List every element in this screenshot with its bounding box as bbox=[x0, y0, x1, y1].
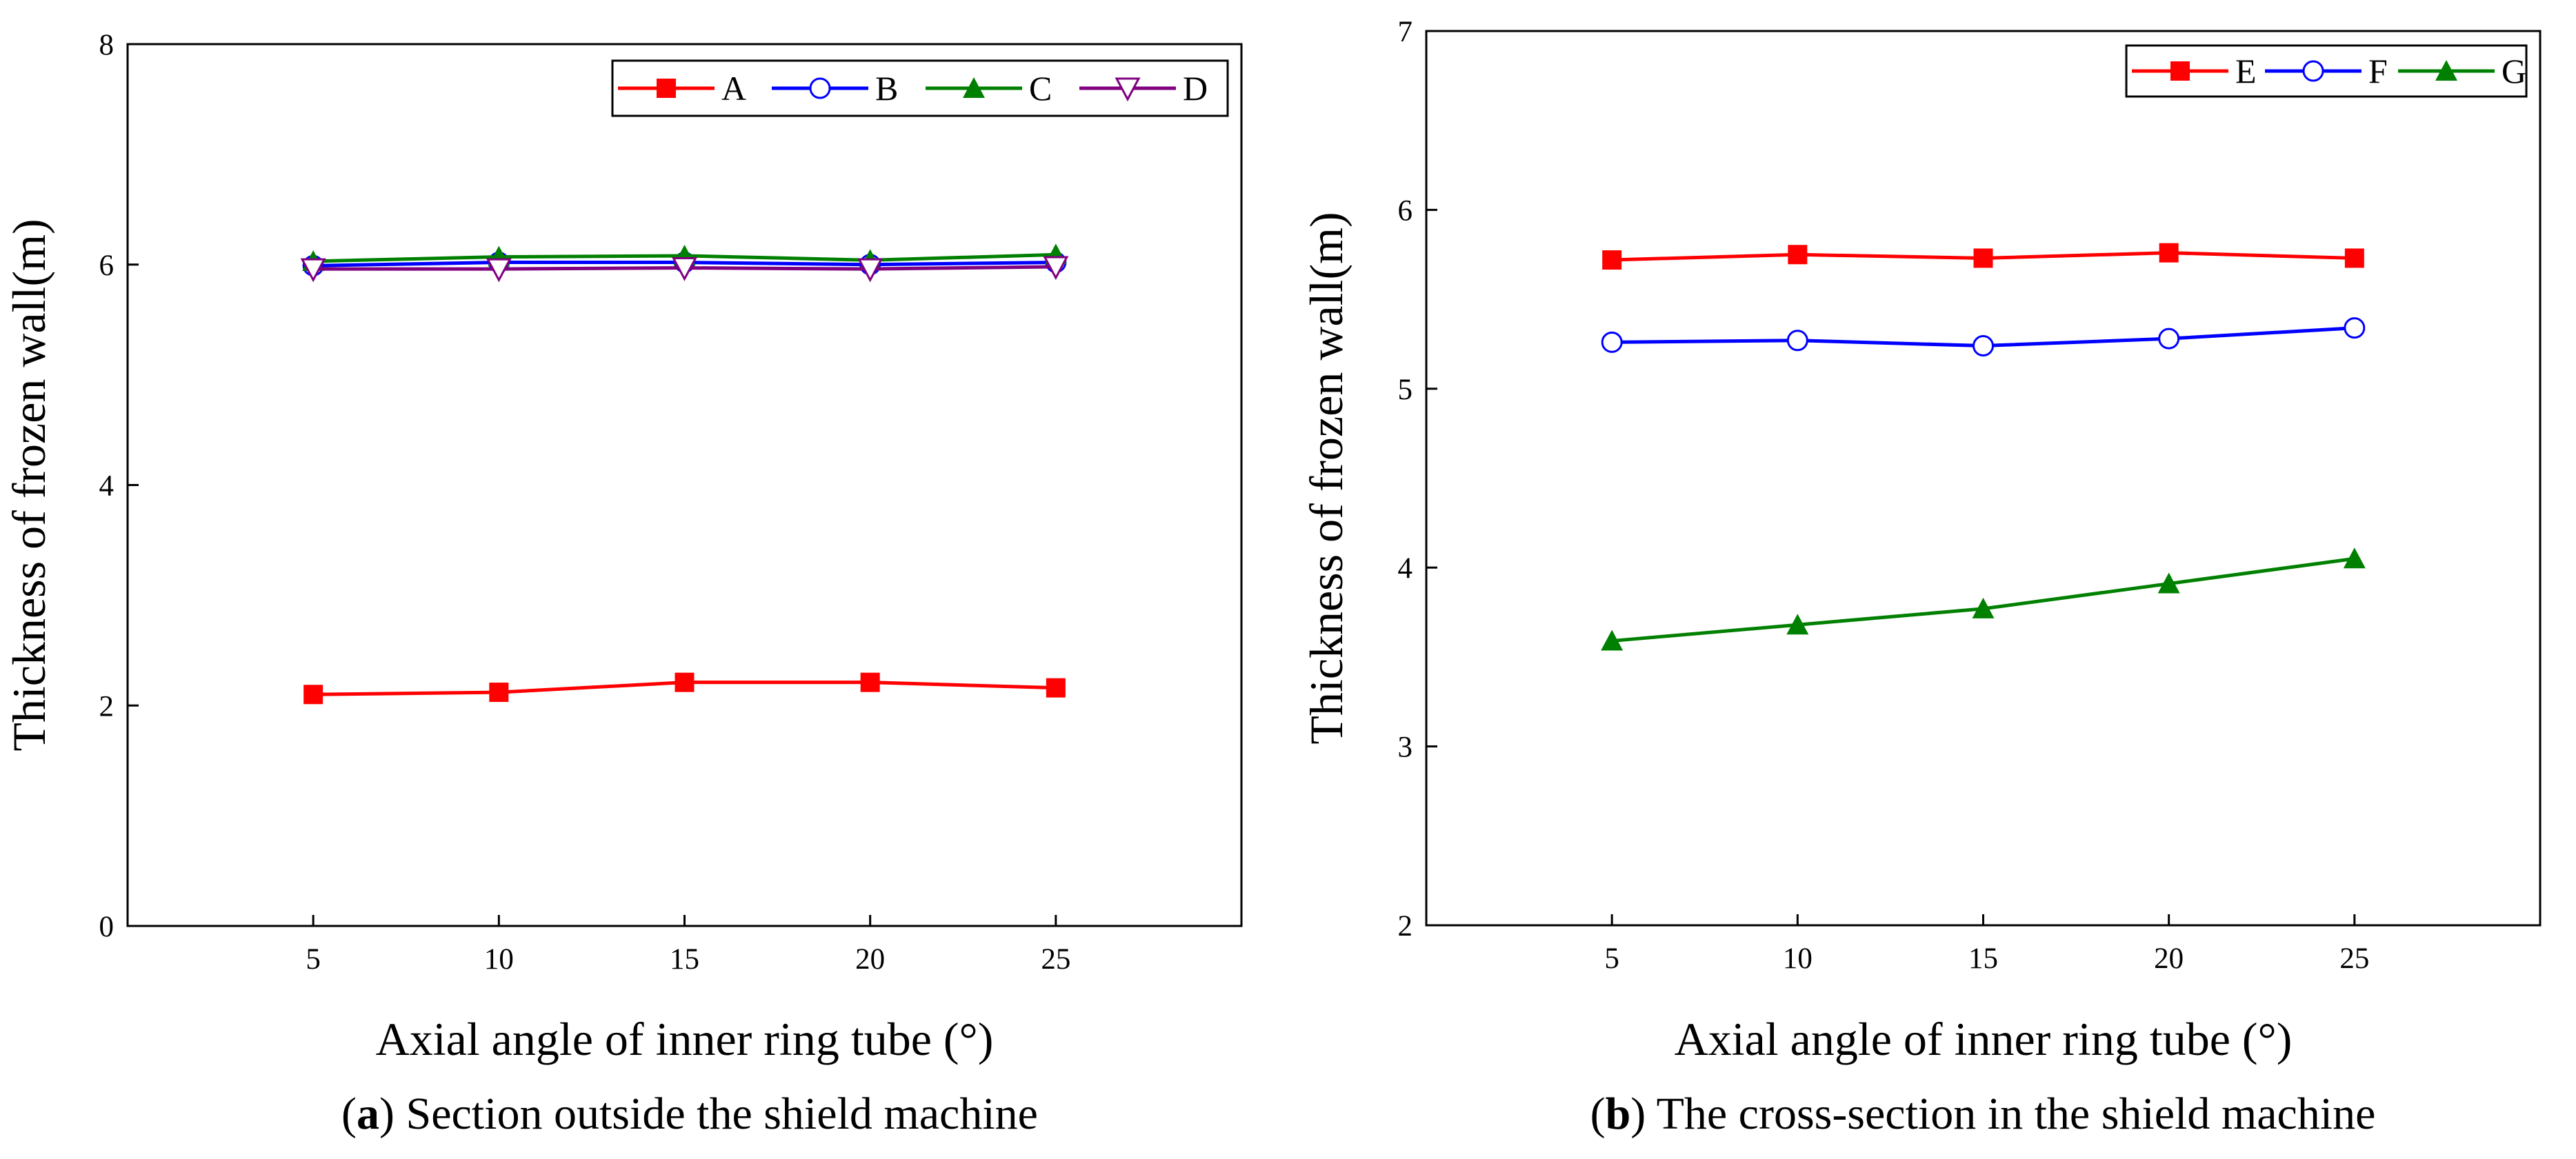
x-tick-label: 10 bbox=[484, 943, 514, 976]
plot-frame bbox=[126, 43, 1243, 927]
chart-panel-b: 5 10 15 20 25 2 3 4 5 6 7 Axial angle of inner ring… bbox=[1300, 16, 2542, 1139]
panel-caption: (a) Section outside the shield machine bbox=[341, 1089, 1038, 1139]
legend-marker-B bbox=[809, 77, 831, 99]
x-tick-label: 25 bbox=[2339, 943, 2369, 975]
data-point-A bbox=[675, 672, 695, 692]
x-tick-label: 20 bbox=[855, 943, 885, 976]
legend-marker-D bbox=[1115, 77, 1141, 102]
panel-caption: (b) The cross-section in the shield mach… bbox=[1590, 1089, 2376, 1139]
data-point-F bbox=[1973, 335, 1994, 357]
data-point-D bbox=[1043, 256, 1069, 281]
data-point-E bbox=[1788, 245, 1808, 265]
chart-panel-a: 5 10 15 20 25 0 2 4 6 8 Axial angle of inner ring … bbox=[3, 29, 1243, 1139]
y-tick-label: 4 bbox=[99, 470, 114, 503]
legend-label-A: A bbox=[721, 69, 746, 108]
legend-marker-G bbox=[2435, 60, 2457, 81]
data-point-G bbox=[1601, 629, 1624, 651]
legend-label-D: D bbox=[1183, 69, 1208, 108]
legend-label-F: F bbox=[2368, 52, 2388, 90]
y-tick-label: 0 bbox=[99, 911, 114, 943]
data-point-A bbox=[860, 672, 880, 692]
caption-letter: a bbox=[357, 1089, 379, 1139]
data-point-D bbox=[300, 258, 326, 283]
x-tick-label: 15 bbox=[1968, 943, 1998, 975]
x-tick-label: 5 bbox=[306, 943, 321, 976]
data-point-F bbox=[2344, 317, 2366, 339]
data-point-G bbox=[1972, 597, 1995, 618]
legend-label-C: C bbox=[1029, 69, 1052, 108]
data-point-E bbox=[1602, 250, 1622, 270]
legend-marker-E bbox=[2170, 61, 2190, 81]
x-tick-label: 20 bbox=[2154, 943, 2184, 975]
y-tick-label: 5 bbox=[1398, 374, 1413, 406]
y-axis-title: Thickness of frozen wall(m) bbox=[1300, 212, 1352, 744]
data-point-D bbox=[486, 258, 512, 283]
y-tick-label: 2 bbox=[99, 690, 114, 723]
data-point-G bbox=[2157, 572, 2180, 594]
legend-label-G: G bbox=[2502, 52, 2526, 90]
data-point-A bbox=[1046, 678, 1066, 698]
plot-frame bbox=[1425, 30, 2542, 927]
data-point-A bbox=[303, 685, 323, 705]
legend-marker-A bbox=[657, 79, 676, 98]
data-point-F bbox=[1786, 330, 1808, 352]
y-tick-label: 2 bbox=[1398, 910, 1413, 943]
legend-marker-F bbox=[2302, 60, 2324, 82]
x-tick-label: 25 bbox=[1041, 943, 1070, 976]
legend-label-B: B bbox=[875, 69, 898, 108]
y-tick-label: 3 bbox=[1398, 732, 1413, 764]
data-point-A bbox=[489, 683, 509, 703]
data-point-F bbox=[1601, 331, 1623, 353]
data-point-F bbox=[2158, 327, 2180, 350]
data-point-D bbox=[857, 258, 883, 283]
x-tick-label: 15 bbox=[670, 943, 699, 976]
x-tick-label: 10 bbox=[1783, 943, 1813, 975]
x-tick-label: 5 bbox=[1604, 943, 1619, 975]
x-axis-title: Axial angle of inner ring tube (°) bbox=[376, 1013, 994, 1065]
data-point-G bbox=[2343, 547, 2366, 569]
data-point-E bbox=[1973, 248, 1993, 268]
data-point-G bbox=[1786, 614, 1809, 635]
data-point-D bbox=[672, 257, 697, 281]
data-point-E bbox=[2344, 248, 2364, 268]
legend-marker-C bbox=[963, 77, 985, 98]
y-tick-label: 8 bbox=[99, 29, 114, 61]
data-point-E bbox=[2159, 243, 2179, 263]
caption-letter: b bbox=[1606, 1089, 1631, 1139]
y-tick-label: 7 bbox=[1398, 16, 1413, 48]
y-tick-label: 6 bbox=[99, 250, 114, 282]
x-axis-title: Axial angle of inner ring tube (°) bbox=[1675, 1013, 2293, 1065]
y-axis-title: Thickness of frozen wall(m) bbox=[3, 219, 55, 751]
y-tick-label: 6 bbox=[1398, 194, 1413, 227]
y-tick-label: 4 bbox=[1398, 552, 1413, 585]
legend-label-E: E bbox=[2235, 52, 2257, 90]
